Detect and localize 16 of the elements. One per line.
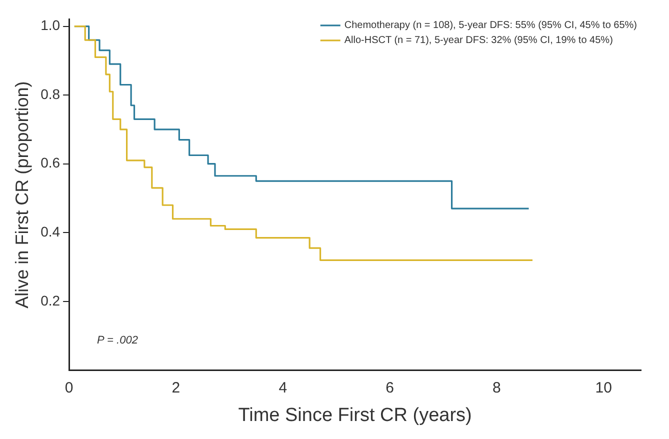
legend-label: Allo-HSCT (n = 71), 5-year DFS: 32% (95% CI, 19% to 45%) xyxy=(344,35,613,46)
x-tick-label: 4 xyxy=(278,379,288,396)
y-tick-label: 0.6 xyxy=(40,154,60,171)
y-tick-label: 0.8 xyxy=(40,86,60,102)
legend-label: Chemotherapy (n = 108), 5-year DFS: 55% (95% CI, 45% to 65%) xyxy=(344,20,638,32)
x-axis-title: Time Since First CR (years) xyxy=(238,404,472,426)
x-tick-label: 6 xyxy=(386,379,394,396)
annotation: P = .002 xyxy=(97,334,138,346)
y-tick-label: 0.2 xyxy=(40,292,60,308)
y-tick-label: 1.0 xyxy=(40,17,60,34)
x-tick-label: 10 xyxy=(595,379,612,396)
y-axis-title: Alive in First CR (proportion) xyxy=(12,81,32,308)
y-tick-label: 0.4 xyxy=(40,223,60,240)
x-tick-label: 2 xyxy=(172,379,180,396)
x-tick-label: 0 xyxy=(64,379,74,396)
x-tick-label: 8 xyxy=(492,379,501,396)
